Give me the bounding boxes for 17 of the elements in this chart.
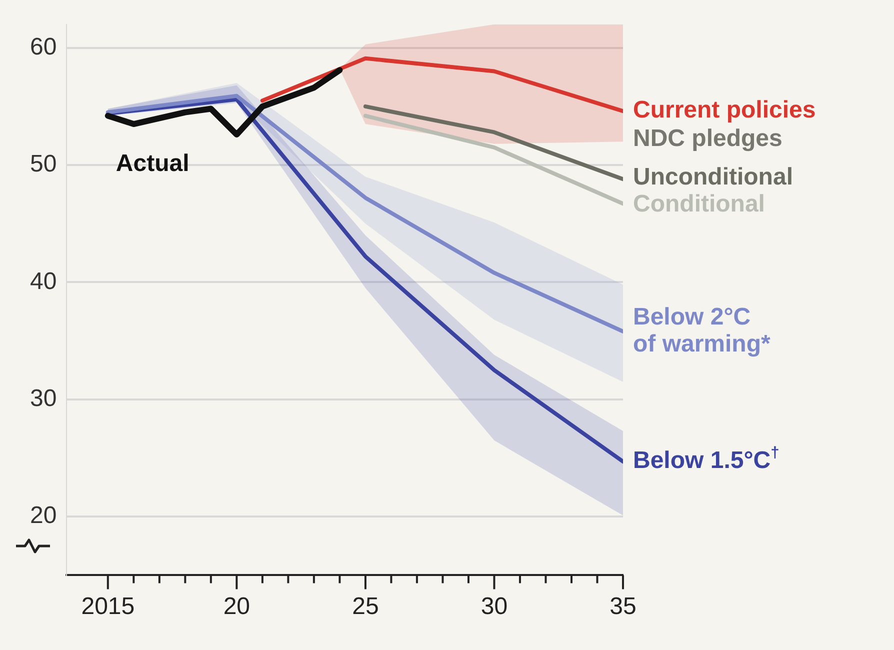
x-tick-label: 20 (223, 593, 250, 620)
series-label: Unconditional (633, 164, 793, 191)
series-label: Conditional (633, 190, 765, 218)
x-tick-label: 35 (610, 593, 636, 620)
x-tick-label: 30 (480, 593, 508, 620)
series-label: Current policies (633, 96, 816, 124)
x-tick-label: 2015 (81, 593, 135, 620)
series-label: Below 2°C of warming* (633, 304, 772, 358)
series-label: Actual (116, 150, 190, 178)
x-tick-label: 25 (352, 593, 379, 620)
y-tick-label: 50 (30, 150, 57, 178)
y-tick-label: 20 (30, 502, 57, 530)
y-tick-label: 30 (30, 385, 57, 412)
series-label: Below 1.5°C† (633, 444, 780, 474)
annotation: NDC pledges (633, 124, 782, 152)
y-tick-label: 40 (30, 268, 57, 295)
y-tick-label: 60 (30, 33, 57, 60)
